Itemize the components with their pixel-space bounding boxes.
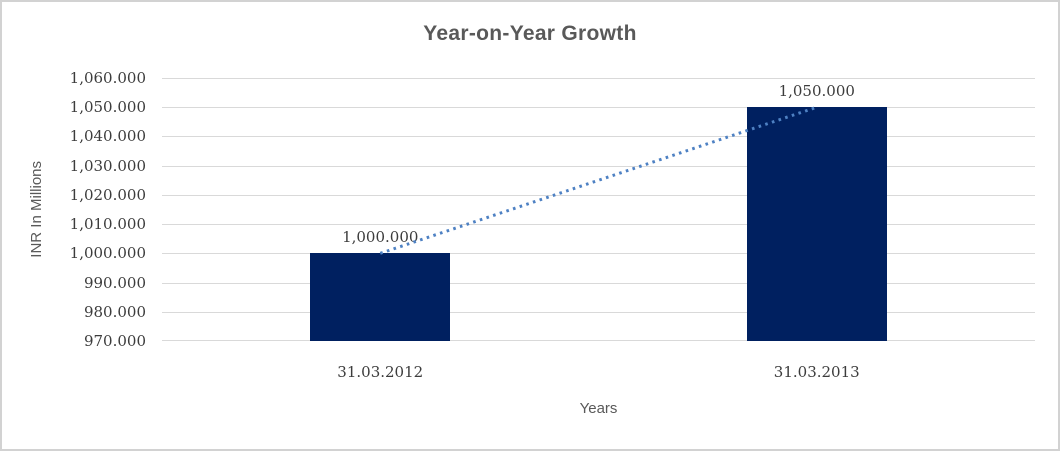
x-tick-label: 31.03.2012 (337, 363, 424, 381)
trendline[interactable] (379, 105, 818, 255)
y-tick-label: 1,000.000 (69, 244, 146, 263)
y-tick-label: 1,040.000 (69, 127, 146, 146)
gridline (162, 311, 1035, 313)
x-axis-title: Years (579, 400, 618, 417)
y-tick-label: 1,060.000 (69, 69, 146, 87)
gridline (162, 224, 1035, 226)
y-tick-label: 1,030.000 (69, 156, 146, 175)
gridline (162, 107, 1035, 109)
bar-data-label: 1,050.000 (778, 82, 855, 101)
y-tick-label: 1,050.000 (69, 98, 146, 117)
plot-area: 1,000.000 1,050.000 (162, 78, 1035, 341)
y-tick-label: 1,020.000 (69, 185, 146, 204)
bar-data-label: 1,000.000 (342, 228, 419, 247)
gridline (162, 165, 1035, 167)
chart-title: Year-on-Year Growth (423, 22, 637, 45)
gridline (162, 194, 1035, 196)
bar[interactable] (310, 253, 451, 341)
y-tick-label: 1,010.000 (69, 215, 146, 234)
gridline (162, 282, 1035, 284)
y-tick-label: 970.000 (83, 332, 146, 350)
gridline (162, 78, 1035, 79)
gridline (162, 253, 1035, 255)
gridline (162, 340, 1035, 341)
trendline-svg (379, 105, 818, 255)
y-tick-label: 990.000 (83, 273, 146, 292)
bar[interactable] (746, 107, 887, 341)
y-tick-label: 980.000 (83, 302, 146, 321)
x-tick-label: 31.03.2013 (773, 363, 860, 381)
gridline (162, 136, 1035, 138)
